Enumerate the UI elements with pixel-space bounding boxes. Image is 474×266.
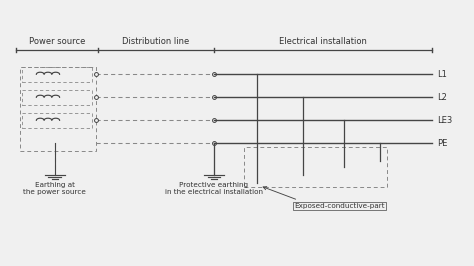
Text: LE3: LE3	[437, 116, 452, 125]
Text: Electrical installation: Electrical installation	[279, 37, 367, 46]
Text: PE: PE	[437, 139, 447, 148]
Text: Earthing at
the power source: Earthing at the power source	[23, 181, 86, 194]
Text: L1: L1	[437, 70, 447, 79]
Text: Exposed-conductive-part: Exposed-conductive-part	[294, 203, 384, 209]
Text: Protective earthing
in the electrical installation: Protective earthing in the electrical in…	[165, 181, 263, 194]
Text: Power source: Power source	[29, 37, 85, 46]
Text: Distribution line: Distribution line	[122, 37, 190, 46]
Text: L2: L2	[437, 93, 447, 102]
